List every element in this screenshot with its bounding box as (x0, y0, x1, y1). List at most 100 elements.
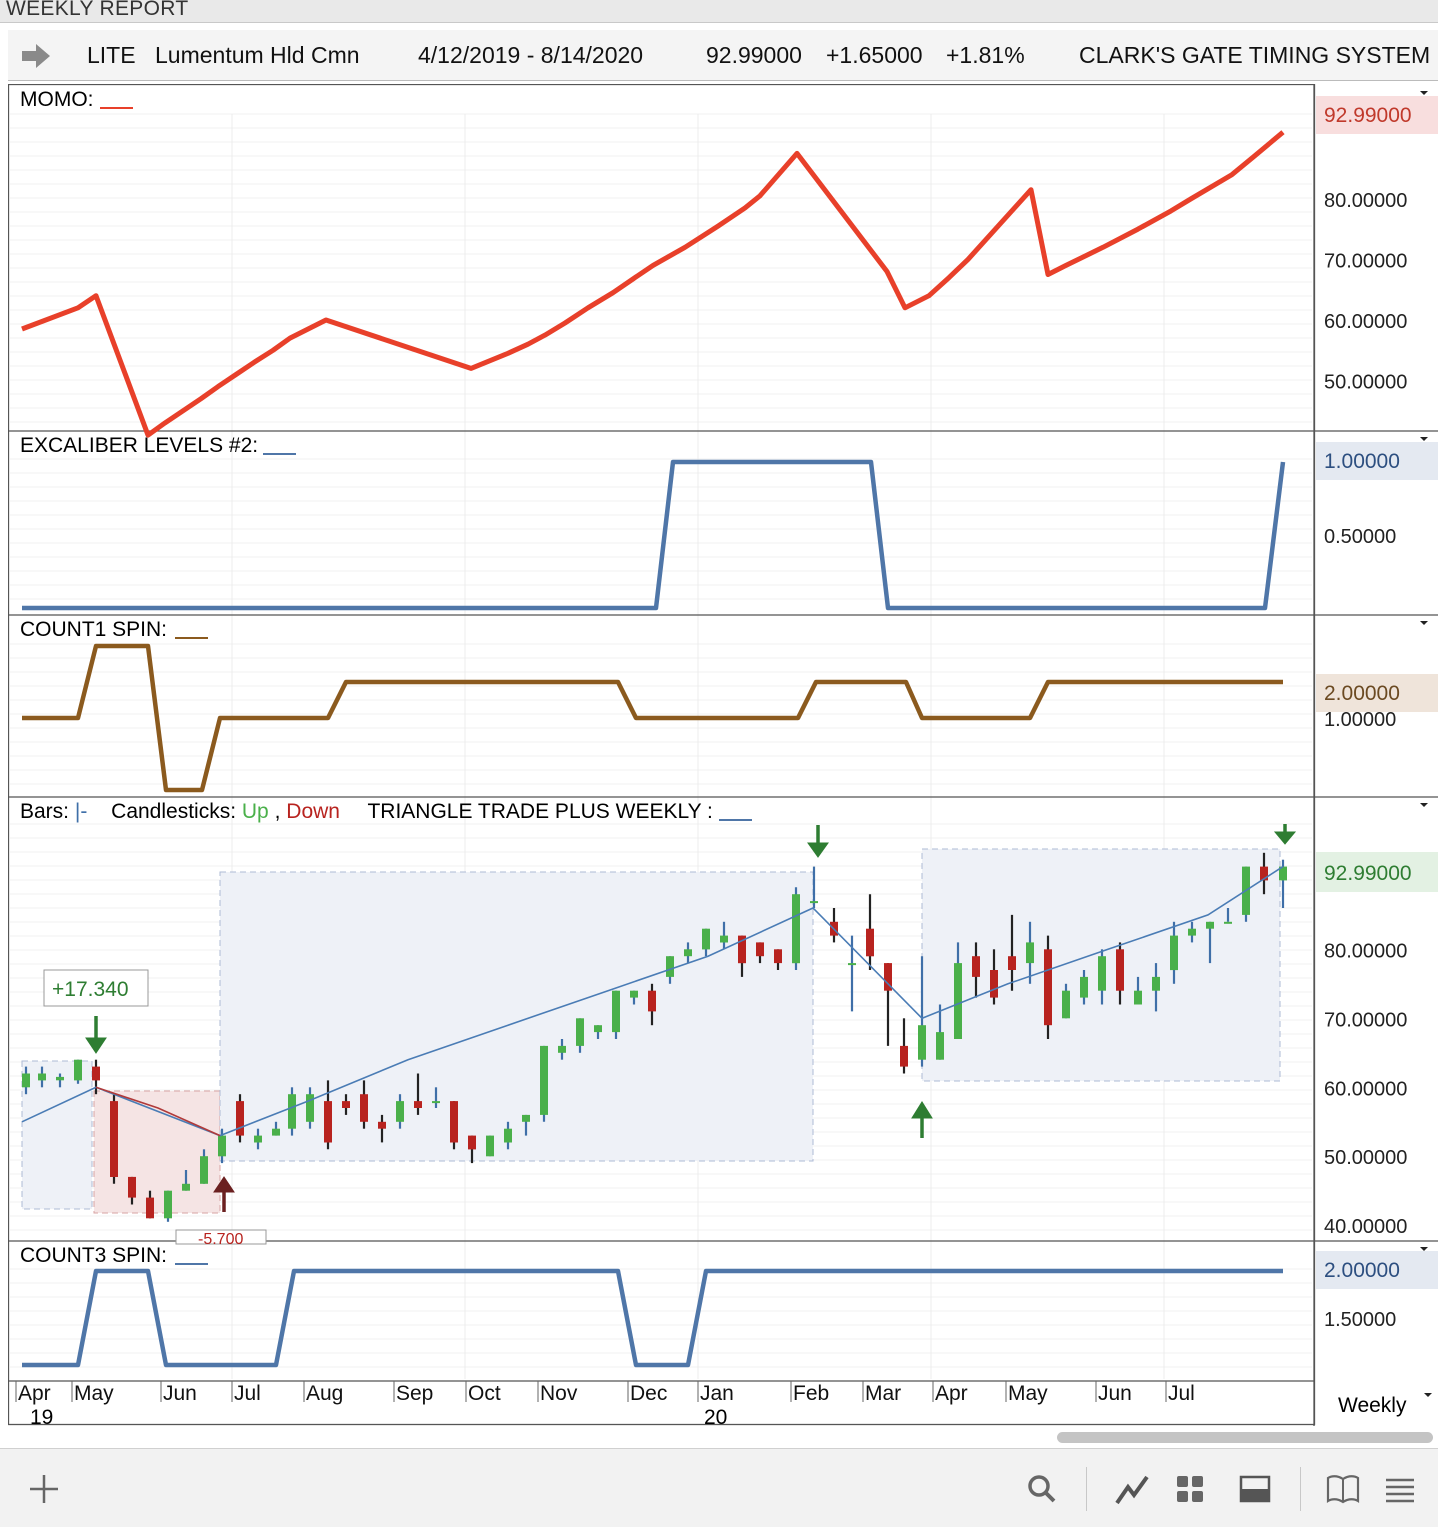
candles (22, 852, 1287, 1222)
candle-body (324, 1101, 332, 1143)
momo-y-tick: 80.00000 (1324, 190, 1407, 212)
book-icon[interactable] (1323, 1469, 1363, 1509)
period-menu-icon[interactable] (1424, 1393, 1432, 1397)
panel-icon[interactable] (1235, 1469, 1275, 1509)
candle-body (164, 1190, 172, 1219)
price-y-tick: 70.00000 (1324, 1009, 1407, 1031)
candle-body (630, 990, 638, 998)
candle-body (1134, 990, 1142, 1005)
candle-body (1098, 956, 1106, 991)
candle-body (378, 1121, 386, 1129)
momo-menu-icon[interactable] (1420, 91, 1428, 95)
chart-svg[interactable]: MOMO: 50.00000 60.00000 70.00000 80.00000 9… (7, 83, 1438, 1429)
candle-body (900, 1045, 908, 1067)
candle-body (540, 1045, 548, 1115)
momo-y-tick: 50.00000 (1324, 372, 1407, 394)
gain-annotation: +17.340 (52, 978, 129, 1001)
down-trend-line (95, 1086, 221, 1137)
up-label: Up (242, 800, 269, 823)
down-arrow-icon (807, 825, 829, 858)
gain-annotation-box (43, 969, 149, 1007)
price-menu-icon[interactable] (1420, 803, 1428, 807)
momo-last-badge (1316, 96, 1438, 134)
toolbar-separator (1086, 1467, 1087, 1511)
candle-body (1026, 942, 1034, 964)
up-arrow-icon (911, 1101, 933, 1138)
count1-title: COUNT1 SPIN: (20, 618, 167, 641)
month-label: Apr (935, 1382, 968, 1405)
count1-menu-icon[interactable] (1420, 621, 1428, 625)
count3-last-value: 2.00000 (1324, 1259, 1400, 1282)
count1-y-ticks: 1.00000 (1324, 709, 1396, 731)
menu-icon[interactable] (1380, 1469, 1420, 1509)
count3-series-line (22, 1268, 1283, 1368)
excaliber-menu-icon[interactable] (1420, 437, 1428, 441)
price-y-tick: 50.00000 (1324, 1147, 1407, 1169)
momo-title: MOMO: (20, 88, 94, 111)
year-label-20: 20 (704, 1406, 727, 1426)
excaliber-y-tick: 0.50000 (1324, 526, 1396, 548)
arrow-right-icon[interactable] (22, 44, 50, 68)
candle-body (918, 1025, 926, 1060)
candle-body (1206, 921, 1214, 929)
horizontal-scrollbar[interactable] (1057, 1432, 1433, 1443)
momo-last-value: 92.99000 (1324, 104, 1412, 127)
month-label: Aug (306, 1382, 343, 1405)
comma-label: , (275, 800, 281, 823)
candle-body (92, 1066, 100, 1081)
candle-body (884, 963, 892, 991)
candle-body (56, 1076, 64, 1081)
add-icon[interactable] (24, 1469, 64, 1509)
candle-body (720, 935, 728, 943)
momo-y-tick: 70.00000 (1324, 250, 1407, 272)
candle-body (792, 894, 800, 964)
trend-line (21, 865, 1284, 1137)
window-title: WEEKLY REPORT (6, 0, 189, 20)
toolbar-separator (1300, 1467, 1301, 1511)
excaliber-last-badge (1316, 442, 1438, 480)
momo-y-tick: 60.00000 (1324, 311, 1407, 333)
date-range: 4/12/2019 - 8/14/2020 (418, 42, 644, 68)
loss-annotation-box (175, 1229, 267, 1245)
candle-body (254, 1135, 262, 1143)
price-last-badge (1316, 852, 1438, 892)
price-y-tick: 60.00000 (1324, 1078, 1407, 1100)
count1-series-line (22, 643, 1283, 793)
layout-icon[interactable] (1170, 1469, 1210, 1509)
candle-body (648, 990, 656, 1012)
candle-body (414, 1101, 422, 1108)
draw-icon[interactable] (1112, 1469, 1152, 1509)
count3-menu-icon[interactable] (1420, 1247, 1428, 1251)
bars-label: Bars: (20, 800, 69, 823)
symbol: LITE (87, 42, 136, 68)
candle-body (432, 1101, 440, 1104)
candle-body (1008, 956, 1016, 970)
month-label: Jan (700, 1382, 734, 1405)
candle-body (1188, 928, 1196, 936)
quote-header: LITE Lumentum Hld Cmn 4/12/2019 - 8/14/2… (8, 30, 1438, 81)
candle-body (702, 928, 710, 950)
candle-body (954, 963, 962, 1039)
candle-body (128, 1176, 136, 1198)
candle-body (1279, 866, 1287, 881)
x-axis: Apr May Jun Jul Aug Sep Oct Nov Dec Jan Feb Mar Apr M… (15, 1381, 1195, 1405)
candle-body (1152, 976, 1160, 991)
year-label-19: 19 (30, 1406, 53, 1426)
period-label[interactable]: Weekly (1338, 1394, 1407, 1417)
chart-area[interactable]: MOMO: 50.00000 60.00000 70.00000 80.00000 9… (7, 83, 1438, 1429)
triangle-title: TRIANGLE TRADE PLUS WEEKLY : (367, 800, 712, 823)
price-y-tick: 80.00000 (1324, 940, 1407, 962)
candle-body (594, 1025, 602, 1033)
search-icon[interactable] (1022, 1469, 1062, 1509)
price-last-value: 92.99000 (1324, 862, 1412, 885)
candle-body (218, 1135, 226, 1157)
signal-arrows (85, 824, 1297, 1212)
candle-body (22, 1073, 30, 1088)
candle-body (774, 949, 782, 964)
candle-body (146, 1197, 154, 1219)
candle-body (1080, 976, 1088, 998)
count3-y-tick: 1.50000 (1324, 1309, 1396, 1331)
candle-body (450, 1101, 458, 1143)
candle-body (486, 1135, 494, 1157)
candles-label: Candlesticks: (111, 800, 236, 823)
